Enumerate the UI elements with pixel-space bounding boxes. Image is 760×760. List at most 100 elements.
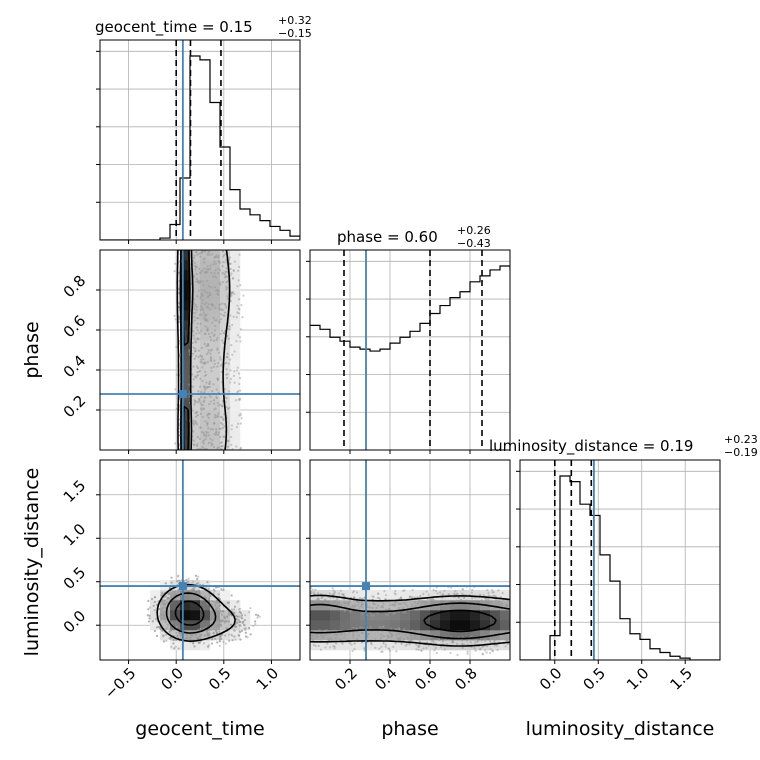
sample-point bbox=[214, 637, 217, 640]
density-cell bbox=[230, 400, 241, 411]
sample-point bbox=[223, 311, 227, 314]
x-tick-label: 1.0 bbox=[623, 664, 653, 694]
sample-point bbox=[222, 314, 225, 317]
sample-point bbox=[202, 442, 205, 445]
sample-point bbox=[203, 374, 206, 378]
sample-point bbox=[164, 582, 167, 585]
sample-point bbox=[353, 642, 356, 645]
sample-point bbox=[233, 635, 236, 638]
sample-point bbox=[162, 640, 166, 643]
sample-point bbox=[321, 634, 324, 637]
sample-point bbox=[202, 400, 206, 403]
sample-point bbox=[226, 270, 229, 273]
sample-point bbox=[177, 647, 180, 650]
sample-point bbox=[374, 646, 377, 649]
sample-point bbox=[361, 626, 364, 629]
y-tick-label: 0.4 bbox=[60, 352, 90, 382]
sample-point bbox=[207, 434, 210, 437]
density-cell bbox=[180, 350, 191, 361]
density-cell bbox=[200, 580, 211, 591]
sample-point bbox=[218, 261, 221, 264]
density-cell bbox=[200, 590, 211, 601]
density-cell bbox=[180, 330, 191, 341]
sample-point bbox=[420, 600, 424, 603]
sample-point bbox=[387, 637, 390, 640]
sample-point bbox=[342, 636, 346, 639]
sample-point bbox=[317, 597, 320, 600]
sample-point bbox=[226, 352, 229, 355]
x-tick-label: 0.6 bbox=[411, 664, 441, 694]
sample-point bbox=[441, 639, 445, 643]
sample-point bbox=[224, 642, 227, 645]
sample-point bbox=[213, 362, 216, 365]
sample-point bbox=[415, 643, 418, 646]
sample-point bbox=[450, 586, 453, 589]
sample-point bbox=[493, 639, 496, 642]
sample-point bbox=[193, 261, 196, 265]
density-cell bbox=[230, 380, 241, 391]
density-cell bbox=[320, 610, 331, 621]
panel-luminosity-distance-vs-geocent-time: 0.0 0.5 1.0 1.5 −0.5 0.0 0.5 1.0 bbox=[60, 459, 301, 703]
density-cell bbox=[200, 250, 211, 261]
density-cell bbox=[230, 270, 241, 281]
sample-point bbox=[425, 601, 428, 604]
sample-point bbox=[161, 599, 164, 603]
sample-point bbox=[319, 648, 322, 651]
sample-point bbox=[194, 574, 198, 577]
sample-point bbox=[194, 268, 197, 271]
sample-point bbox=[223, 276, 227, 279]
sample-point bbox=[352, 604, 355, 607]
sample-point bbox=[212, 588, 215, 591]
sample-point bbox=[349, 605, 352, 608]
sample-point bbox=[409, 637, 412, 640]
density-cell bbox=[200, 340, 211, 351]
sample-point bbox=[193, 443, 196, 447]
sample-point bbox=[209, 264, 212, 267]
sample-point bbox=[310, 602, 314, 605]
sample-point bbox=[206, 431, 210, 434]
sample-point bbox=[229, 299, 232, 303]
sample-point bbox=[341, 642, 344, 645]
sample-point bbox=[192, 275, 196, 278]
sample-point bbox=[216, 378, 220, 382]
sample-point bbox=[193, 403, 196, 406]
sample-point bbox=[431, 639, 434, 642]
sample-point bbox=[184, 590, 187, 593]
sample-point bbox=[326, 642, 329, 645]
sample-point bbox=[199, 637, 202, 640]
sample-point bbox=[230, 428, 233, 431]
sample-point bbox=[198, 331, 201, 334]
sample-point bbox=[249, 633, 252, 636]
sample-point bbox=[202, 283, 205, 286]
sample-point bbox=[238, 336, 242, 339]
density-cell bbox=[190, 640, 201, 651]
sample-point bbox=[394, 590, 397, 593]
sample-point bbox=[223, 435, 226, 438]
density-cell bbox=[170, 620, 181, 631]
sample-point bbox=[205, 305, 209, 309]
sample-point bbox=[404, 602, 407, 605]
sample-point bbox=[485, 651, 488, 654]
sample-point bbox=[194, 340, 197, 343]
sample-point bbox=[225, 355, 228, 359]
sample-point bbox=[382, 602, 385, 605]
sample-point bbox=[221, 619, 225, 622]
density-cell bbox=[210, 310, 221, 321]
sample-point bbox=[219, 610, 222, 613]
sample-point bbox=[192, 365, 195, 368]
sample-point bbox=[217, 431, 221, 434]
sample-point bbox=[216, 361, 220, 365]
density-cell bbox=[220, 590, 231, 601]
sample-point bbox=[170, 581, 173, 584]
sample-point bbox=[174, 442, 177, 445]
sample-point bbox=[221, 265, 224, 268]
sample-point bbox=[399, 602, 403, 605]
density-cell bbox=[380, 600, 391, 611]
sample-point bbox=[237, 634, 241, 637]
sample-point bbox=[174, 645, 177, 648]
contour-level-1 bbox=[179, 250, 194, 450]
sample-point bbox=[205, 291, 208, 294]
sample-point bbox=[219, 358, 222, 361]
sample-point bbox=[205, 630, 208, 633]
sample-point bbox=[214, 324, 217, 328]
